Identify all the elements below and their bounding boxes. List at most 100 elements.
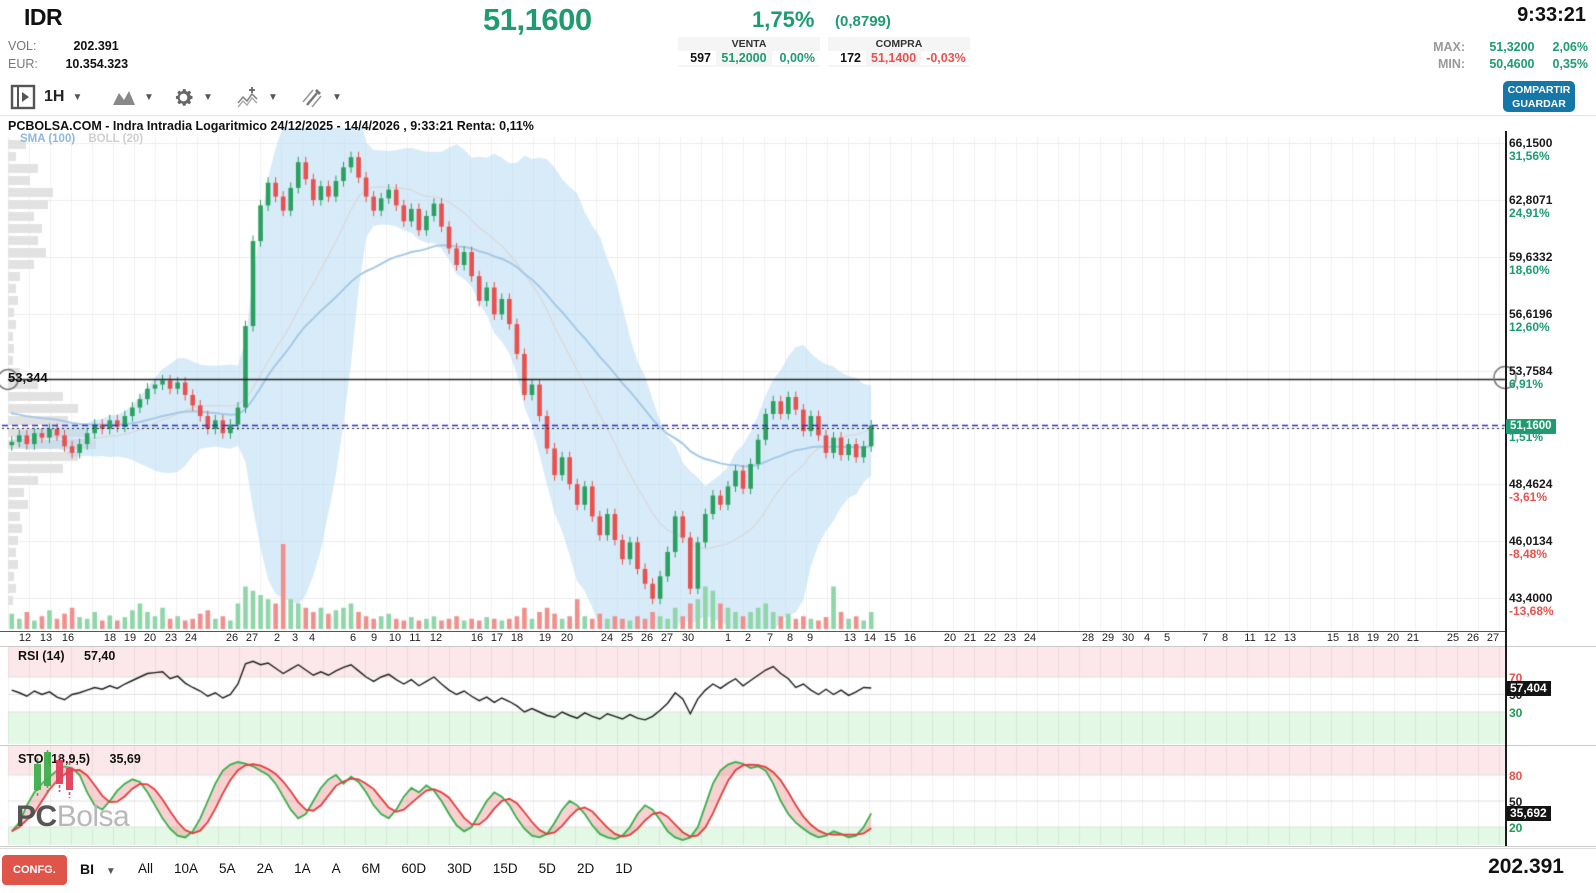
x-axis-label: 19 xyxy=(123,632,137,644)
legend-sma[interactable]: SMA (100) xyxy=(20,133,76,145)
x-axis-label: 19 xyxy=(538,632,552,644)
x-axis-label: 21 xyxy=(1406,632,1420,644)
main-chart-canvas[interactable] xyxy=(0,117,1596,848)
share-label: COMPARTIR xyxy=(1507,84,1571,96)
x-axis-label: 10 xyxy=(388,632,402,644)
range-button[interactable]: A xyxy=(331,861,341,876)
range-button[interactable]: 6M xyxy=(361,861,381,876)
horizontal-line-label[interactable]: 53,344 xyxy=(8,370,48,385)
vol-label: VOL: xyxy=(8,39,37,53)
watermark-bolsa: Bolsa xyxy=(56,800,130,833)
x-axis-label: 16 xyxy=(470,632,484,644)
x-axis-label: 8 xyxy=(1221,632,1229,644)
chart-title: PCBOLSA.COM - Indra Intradia Logaritmico… xyxy=(8,119,534,133)
x-axis-label: 20 xyxy=(560,632,574,644)
range-button[interactable]: 1D xyxy=(615,861,633,876)
rsi-value-badge: 57,404 xyxy=(1506,681,1551,696)
range-button[interactable]: 1A xyxy=(294,861,311,876)
sto-upper-tick: 80 xyxy=(1509,769,1523,783)
last-price: 51,1600 xyxy=(483,2,592,37)
x-axis-label: 29 xyxy=(1101,632,1115,644)
change-absolute: (0,8799) xyxy=(835,13,891,30)
x-axis-label: 6 xyxy=(349,632,357,644)
x-axis-label: 24 xyxy=(600,632,614,644)
range-button[interactable]: 2A xyxy=(256,861,274,876)
sto-panel-separator xyxy=(0,745,1596,746)
symbol-ticker: IDR xyxy=(24,4,63,30)
gear-icon xyxy=(175,88,193,106)
range-button[interactable]: 60D xyxy=(401,861,427,876)
chevron-down-icon: ▼ xyxy=(203,91,213,103)
timeframe-label: 1H xyxy=(44,88,65,105)
x-axis-label: 17 xyxy=(490,632,504,644)
x-axis-label: 2 xyxy=(744,632,752,644)
x-axis-label: 11 xyxy=(1244,632,1256,644)
x-axis-label: 4 xyxy=(308,632,316,644)
sto-label[interactable]: STO (18,9,5) xyxy=(18,752,91,766)
chevron-down-icon: ▼ xyxy=(72,91,83,103)
config-button[interactable]: CONFG. xyxy=(2,855,67,885)
sto-lower-tick: 20 xyxy=(1509,821,1523,835)
x-axis-label: 4 xyxy=(1143,632,1151,644)
range-button[interactable]: All xyxy=(138,861,154,876)
market-selector[interactable]: BI ▼ xyxy=(80,861,116,877)
footer-volume: 202.391 xyxy=(1488,855,1564,878)
x-axis-label: 24 xyxy=(1023,632,1037,644)
x-axis-label: 13 xyxy=(843,632,857,644)
indicators-button[interactable]: ▼ xyxy=(236,82,278,112)
price-axis-line xyxy=(1505,131,1507,846)
min-value: 50,4600 xyxy=(1489,57,1535,71)
draw-tools-button[interactable]: ▼ xyxy=(300,82,342,112)
x-axis-label: 21 xyxy=(963,632,977,644)
x-axis-label: 20 xyxy=(943,632,957,644)
range-button[interactable]: 2D xyxy=(576,861,595,876)
x-axis-label: 1 xyxy=(724,632,732,644)
x-axis-label: 30 xyxy=(681,632,695,644)
venta-panel: VENTA 597 51,2000 0,00% xyxy=(678,37,820,67)
x-axis-label: 8 xyxy=(786,632,794,644)
pcbolsa-watermark: PCBolsa xyxy=(16,750,130,834)
x-axis-label: 7 xyxy=(1201,632,1209,644)
watermark-pc: PC xyxy=(16,800,57,833)
x-axis-label: 30 xyxy=(1121,632,1135,644)
x-axis-label: 14 xyxy=(863,632,877,644)
price-axis-label: 46,0134 -8,48% xyxy=(1509,534,1553,561)
panel-toggle-button[interactable] xyxy=(10,82,36,112)
vol-value: 202.391 xyxy=(73,39,119,53)
legend-boll[interactable]: BOLL (20) xyxy=(88,133,144,145)
price-axis-label: 43,4000 -13,68% xyxy=(1509,591,1554,618)
x-axis-line xyxy=(0,631,1506,632)
eur-value: 10.354.323 xyxy=(65,57,129,71)
session-clock: 9:33:21 xyxy=(1517,4,1586,26)
eur-row: EUR: 10.354.323 xyxy=(8,57,128,71)
x-axis-label: 27 xyxy=(245,632,259,644)
range-button[interactable]: 10A xyxy=(174,861,199,876)
range-button[interactable]: 30D xyxy=(447,861,472,876)
compra-price: 51,1400 xyxy=(871,51,917,65)
range-button[interactable]: 15D xyxy=(492,861,518,876)
rsi-lower-tick: 30 xyxy=(1509,706,1523,720)
min-label: MIN: xyxy=(1437,57,1466,71)
rsi-label[interactable]: RSI (14) xyxy=(18,649,65,663)
compra-title: COMPRA xyxy=(875,38,923,50)
x-axis-label: 13 xyxy=(1283,632,1297,644)
price-axis-label: 59,6332 18,60% xyxy=(1509,250,1553,277)
settings-button[interactable]: ▼ xyxy=(172,82,213,112)
x-axis-label: 26 xyxy=(640,632,654,644)
current-price-badge: 51,1600 xyxy=(1506,419,1556,434)
x-axis-label: 23 xyxy=(164,632,178,644)
pencil-draw-icon xyxy=(302,89,322,108)
x-axis-label: 27 xyxy=(660,632,674,644)
chart-type-button[interactable]: ▼ xyxy=(112,82,154,112)
range-button[interactable]: 5D xyxy=(538,861,556,876)
share-save-button[interactable]: COMPARTIR GUARDAR xyxy=(1503,81,1575,112)
indicator-legend: SMA (100) BOLL (20) xyxy=(20,133,143,145)
add-indicator-icon xyxy=(237,87,258,108)
timeframe-selector[interactable]: 1H ▼ xyxy=(44,82,82,112)
x-axis-label: 18 xyxy=(510,632,524,644)
x-axis-label: 25 xyxy=(1446,632,1460,644)
vol-row: VOL: 202.391 xyxy=(8,39,119,53)
range-button[interactable]: 5A xyxy=(219,861,236,876)
price-axis-label: 66,1500 31,56% xyxy=(1509,136,1553,163)
x-axis-label: 15 xyxy=(883,632,897,644)
